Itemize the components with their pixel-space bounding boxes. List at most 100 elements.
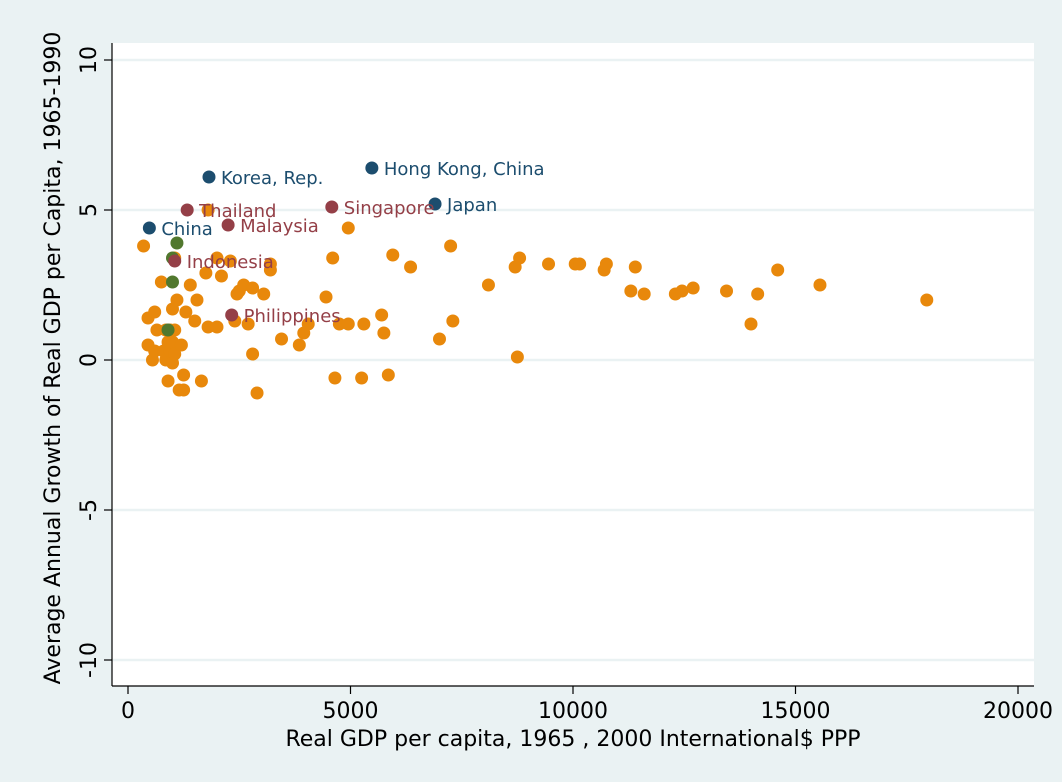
labeled-point: [168, 254, 182, 268]
data-point: [542, 257, 556, 271]
data-point: [573, 257, 587, 271]
data-point: [201, 320, 215, 334]
data-point: [137, 239, 151, 253]
y-tick-label: 0: [77, 353, 102, 367]
data-point: [624, 284, 638, 298]
data-point: [341, 317, 355, 331]
labeled-point: [365, 161, 379, 175]
axis-ticks: 0 5000 10000 15000 20000 -10 -5 0 5 10: [77, 46, 1053, 724]
data-point: [275, 332, 289, 346]
data-point: [166, 275, 179, 289]
y-tick-label: 5: [77, 203, 102, 217]
data-point: [246, 281, 260, 295]
point-labels: China Korea, Rep. Hong Kong, China Japan Tha…: [161, 159, 544, 327]
point-label: China: [161, 219, 212, 240]
data-point: [375, 308, 389, 322]
data-point: [328, 371, 342, 385]
data-point: [183, 278, 197, 292]
y-tick-label: 10: [77, 46, 102, 74]
data-point: [513, 251, 527, 265]
x-tick-label: 10000: [538, 699, 608, 724]
data-point: [686, 281, 700, 295]
data-point: [177, 368, 191, 382]
data-point: [246, 347, 260, 361]
data-point: [179, 305, 193, 319]
x-tick-label: 5000: [323, 699, 379, 724]
labeled-point: [180, 203, 194, 217]
data-point: [161, 323, 175, 337]
y-tick-label: -10: [77, 642, 102, 678]
data-point: [433, 332, 446, 346]
data-point: [404, 260, 418, 274]
labeled-point: [202, 170, 216, 184]
point-label: Hong Kong, China: [384, 159, 545, 180]
data-point: [188, 314, 202, 328]
data-point: [250, 386, 264, 400]
data-point: [170, 293, 184, 307]
data-point: [199, 266, 213, 280]
data-point: [154, 275, 168, 289]
x-axis-label: Real GDP per capita, 1965 , 2000 Interna…: [285, 727, 860, 752]
point-label: Thailand: [198, 201, 276, 222]
data-point: [210, 251, 224, 265]
data-point: [751, 287, 765, 301]
data-point: [446, 314, 460, 328]
data-point: [170, 236, 184, 250]
data-point: [190, 293, 204, 307]
data-point: [201, 203, 215, 217]
data-point: [355, 371, 369, 385]
data-point: [174, 338, 188, 352]
data-point: [381, 368, 395, 382]
point-label: Philippines: [244, 306, 341, 327]
data-point: [481, 278, 495, 292]
data-point: [813, 278, 827, 292]
plot-area: [112, 43, 1034, 686]
y-tick-label: -5: [77, 499, 102, 521]
data-point: [744, 317, 758, 331]
data-point: [177, 383, 191, 397]
point-label: Malaysia: [240, 216, 319, 237]
labeled-point: [221, 218, 235, 232]
data-point: [257, 287, 271, 301]
labeled-point: [325, 200, 339, 214]
data-point: [771, 263, 785, 277]
data-point: [357, 317, 371, 331]
data-point: [332, 317, 346, 331]
data-point: [675, 284, 689, 298]
point-label: Japan: [446, 195, 497, 216]
data-point: [161, 374, 175, 388]
data-point: [377, 326, 391, 340]
data-point: [720, 284, 734, 298]
data-point: [241, 317, 255, 331]
labeled-point: [428, 197, 442, 211]
data-point: [168, 347, 182, 361]
data-point: [637, 287, 651, 301]
data-point: [510, 350, 524, 364]
labeled-point: [142, 221, 156, 235]
data-point: [599, 257, 613, 271]
data-point: [920, 293, 934, 307]
data-point: [444, 239, 458, 253]
data-point: [326, 251, 340, 265]
data-point: [210, 320, 224, 334]
labeled-point: [225, 308, 239, 322]
data-point: [301, 317, 315, 331]
x-tick-label: 15000: [761, 699, 831, 724]
data-points: [137, 161, 934, 400]
data-point: [319, 290, 333, 304]
x-tick-label: 20000: [983, 699, 1053, 724]
data-point: [223, 254, 237, 268]
y-axis-label: Average Annual Growth of Real GDP per Ca…: [41, 32, 66, 685]
data-point: [386, 248, 400, 262]
data-point: [341, 221, 355, 235]
data-point: [263, 257, 277, 271]
point-label: Korea, Rep.: [221, 168, 323, 189]
x-tick-label: 0: [121, 699, 135, 724]
data-point: [148, 344, 162, 358]
point-label: Singapore: [344, 198, 435, 219]
data-point: [194, 374, 208, 388]
point-label: Indonesia: [187, 252, 274, 273]
gridlines: [112, 58, 1034, 662]
